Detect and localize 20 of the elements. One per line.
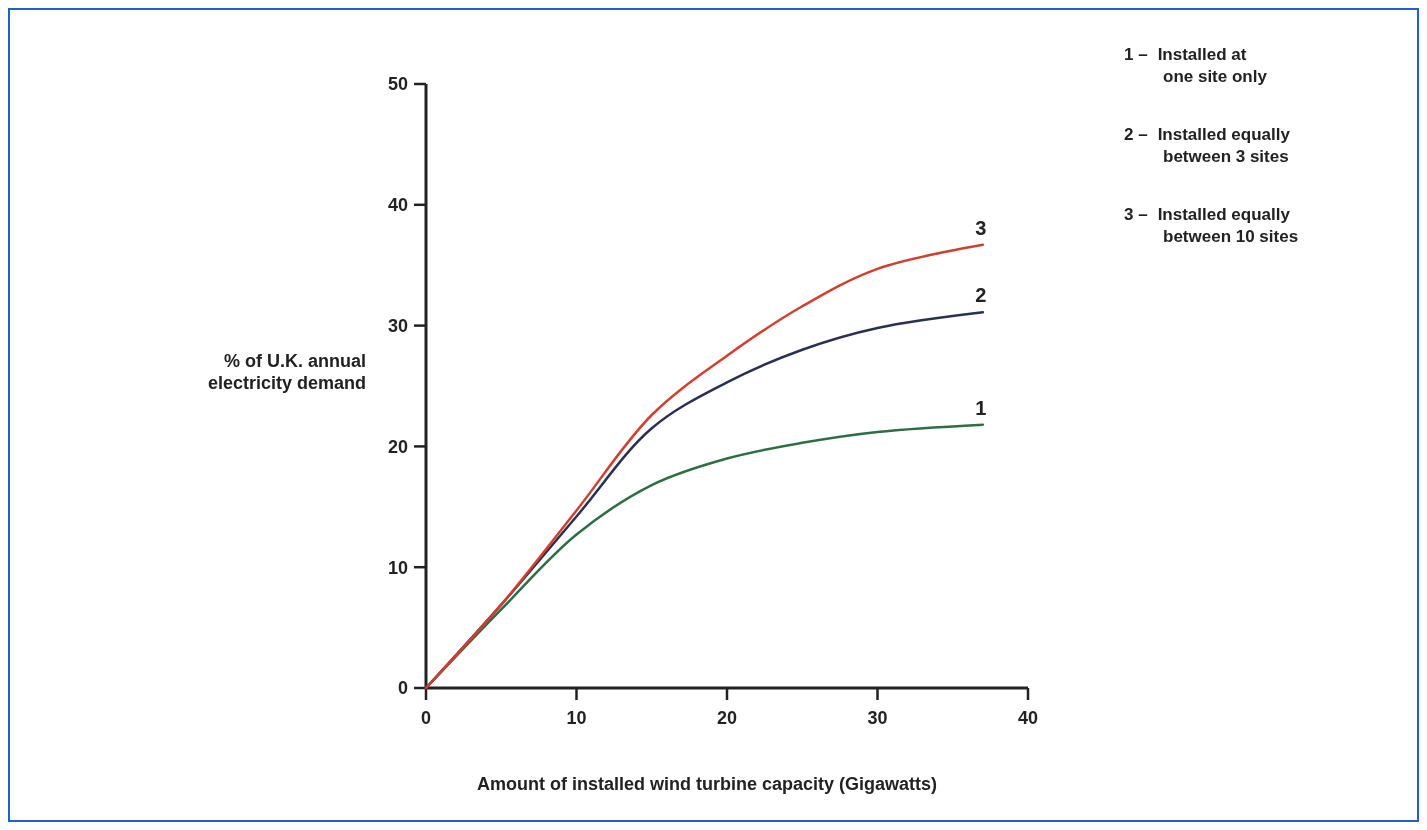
x-tick-label: 0 [420, 708, 432, 728]
series-label: 1 [975, 396, 987, 419]
y-tick-label: 50 [387, 74, 408, 95]
y-tick-label: 0 [397, 678, 408, 699]
x-tick-label: 30 [867, 708, 888, 728]
x-axis-title: Amount of installed wind turbine capacity (Gigawatts) [476, 774, 938, 794]
series-label: 2 [975, 284, 987, 307]
y-tick-label: 20 [387, 436, 408, 457]
x-tick-label: 20 [716, 708, 738, 728]
line-series [424, 243, 985, 690]
text: 2 – Installed equally between 3 sites [1124, 125, 1291, 166]
x-tick-label: 10 [566, 708, 587, 728]
y-tick-label: 30 [387, 315, 408, 336]
text: 1 – Installed at one site only [1124, 45, 1268, 86]
x-tick-label: 40 [1017, 708, 1039, 728]
y-axis-title: % of U.K. annual electricity demand [207, 351, 366, 393]
y-tick-label: 10 [387, 557, 408, 578]
series-label: 3 [975, 216, 987, 239]
y-tick-label: 40 [387, 195, 408, 216]
text: 3 – Installed equally between 10 sites [1124, 205, 1299, 246]
